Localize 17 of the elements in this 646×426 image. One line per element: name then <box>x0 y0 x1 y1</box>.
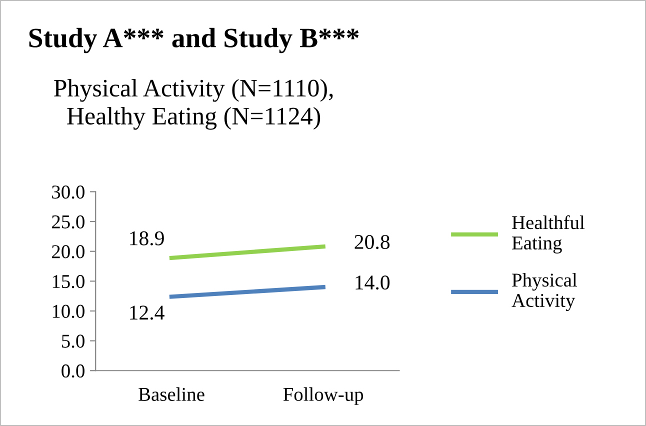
data-label: 14.0 <box>356 276 390 290</box>
y-tick-label: 25.0 <box>52 215 84 229</box>
y-tick-label: 30.0 <box>52 186 84 199</box>
y-tick-label: 0.0 <box>62 364 84 378</box>
legend-label: Physical Activity <box>512 272 577 312</box>
x-tick-label: Baseline <box>138 387 204 401</box>
x-tick-label: Follow-up <box>283 387 364 405</box>
y-tick-label: 15.0 <box>52 274 84 288</box>
y-tick-label: 10.0 <box>52 304 84 318</box>
chart-title: Study A*** and Study B*** <box>29 28 359 54</box>
data-label: 12.4 <box>130 306 164 320</box>
chart-subtitle: Physical Activity (N=1110), Healthy Eating (N=1124) <box>54 79 333 130</box>
y-tick-label: 5.0 <box>62 334 84 348</box>
y-tick-label: 20.0 <box>52 245 84 258</box>
legend-label: Healthful Eating <box>512 215 585 254</box>
data-label: 18.9 <box>130 231 164 246</box>
data-label: 20.8 <box>354 234 390 250</box>
